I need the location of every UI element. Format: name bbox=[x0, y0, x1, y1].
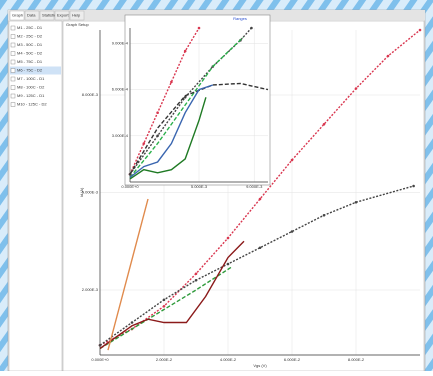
series-line bbox=[99, 266, 232, 350]
list-item[interactable]: M4 - 50C - D2 bbox=[17, 51, 43, 56]
tab[interactable] bbox=[69, 10, 85, 21]
tab[interactable] bbox=[39, 10, 55, 21]
series-line bbox=[107, 198, 149, 351]
list-item[interactable]: M3 - 50C - D1 bbox=[17, 42, 43, 47]
series-point bbox=[250, 26, 253, 30]
list-checkbox[interactable] bbox=[10, 42, 16, 48]
list-item[interactable]: M9 - 125C - D1 bbox=[17, 93, 45, 98]
y-tick-label: 5.000E-3 bbox=[82, 190, 99, 195]
legend-label: Ranges bbox=[233, 16, 247, 21]
series-point bbox=[258, 197, 262, 201]
x-tick-label: 4.000E-2 bbox=[220, 357, 237, 362]
list-checkbox[interactable] bbox=[10, 59, 16, 65]
series-line bbox=[129, 97, 207, 180]
series-point bbox=[290, 230, 294, 233]
tab[interactable] bbox=[9, 10, 25, 21]
series-point bbox=[412, 184, 415, 188]
list-checkbox[interactable] bbox=[10, 25, 16, 31]
y-tick-label: 3.000E-4 bbox=[112, 133, 129, 138]
tab[interactable] bbox=[24, 10, 40, 21]
list-item[interactable]: M6 - 75C - D2 bbox=[17, 68, 43, 73]
series-line bbox=[129, 27, 252, 175]
series-point bbox=[197, 26, 201, 30]
list-item[interactable]: M8 - 100C - D2 bbox=[17, 85, 45, 90]
y-tick-label: 6.000E-4 bbox=[112, 87, 129, 92]
series-point bbox=[98, 343, 102, 347]
series-point bbox=[322, 213, 326, 217]
x-axis-label: Vgs (V) bbox=[253, 363, 267, 368]
series-point bbox=[183, 96, 187, 99]
series-point bbox=[322, 122, 326, 126]
tab-label[interactable]: Statistics bbox=[42, 13, 58, 18]
y-tick-label: 2.000E-3 bbox=[82, 287, 99, 292]
tab-label[interactable]: Help bbox=[72, 13, 81, 18]
list-checkbox[interactable] bbox=[10, 93, 16, 99]
list-checkbox[interactable] bbox=[10, 102, 16, 107]
list-checkbox[interactable] bbox=[10, 85, 16, 90]
y-axis-label: Id (A) bbox=[79, 187, 84, 197]
x-tick-label: 2.000E-2 bbox=[156, 357, 173, 362]
series-point bbox=[156, 111, 159, 114]
series-line bbox=[129, 36, 244, 178]
series-line bbox=[129, 27, 200, 175]
series-point bbox=[194, 272, 198, 276]
panel-title: Graph Setup bbox=[66, 22, 89, 27]
series-line bbox=[99, 185, 414, 346]
series-point bbox=[194, 278, 198, 282]
series-point bbox=[354, 87, 358, 90]
series-point bbox=[162, 304, 166, 308]
series-point bbox=[183, 49, 187, 53]
tab-label[interactable]: Data bbox=[27, 13, 36, 18]
series-point bbox=[142, 142, 146, 145]
series-point bbox=[354, 200, 358, 204]
series-point bbox=[156, 134, 159, 138]
y-tick-label: 8.000E-3 bbox=[82, 92, 99, 97]
series-point bbox=[418, 28, 422, 32]
series-line bbox=[99, 240, 245, 350]
tab-label[interactable]: Export bbox=[57, 13, 69, 18]
x-tick-label: 5.000E-3 bbox=[191, 184, 208, 189]
list-checkbox[interactable] bbox=[10, 51, 16, 56]
y-tick-label: 9.000E-4 bbox=[112, 40, 129, 45]
list-item[interactable]: M5 - 75C - D1 bbox=[17, 59, 43, 64]
tab-label[interactable]: Graph bbox=[12, 13, 23, 18]
list-item[interactable]: M2 - 25C - D2 bbox=[17, 34, 43, 39]
list-checkbox[interactable] bbox=[10, 68, 16, 73]
series-point bbox=[290, 158, 294, 162]
list-checkbox[interactable] bbox=[10, 76, 16, 82]
list-panel bbox=[8, 20, 63, 372]
list-item[interactable]: M10 - 125C - D2 bbox=[17, 102, 47, 107]
x-tick-label: 0.000E+0 bbox=[121, 184, 139, 189]
inset-frame bbox=[124, 14, 271, 186]
series-point bbox=[226, 262, 230, 266]
tab[interactable] bbox=[54, 10, 70, 21]
series-line bbox=[129, 84, 214, 178]
x-tick-label: 9.000E-3 bbox=[246, 184, 263, 189]
x-tick-label: 6.000E-2 bbox=[284, 357, 301, 362]
list-item[interactable]: M1 - 25C - D1 bbox=[17, 25, 43, 30]
x-tick-label: 0.000E+0 bbox=[91, 357, 109, 362]
list-checkbox[interactable] bbox=[10, 34, 16, 39]
series-point bbox=[226, 236, 230, 240]
series-point bbox=[162, 298, 166, 302]
x-tick-label: 8.000E-2 bbox=[348, 357, 365, 362]
selected-row bbox=[10, 66, 61, 75]
series-point bbox=[170, 80, 173, 84]
series-point bbox=[258, 246, 262, 250]
list-item[interactable]: M7 - 100C - D1 bbox=[17, 76, 45, 81]
series-point bbox=[130, 321, 134, 324]
series-point bbox=[386, 54, 390, 58]
